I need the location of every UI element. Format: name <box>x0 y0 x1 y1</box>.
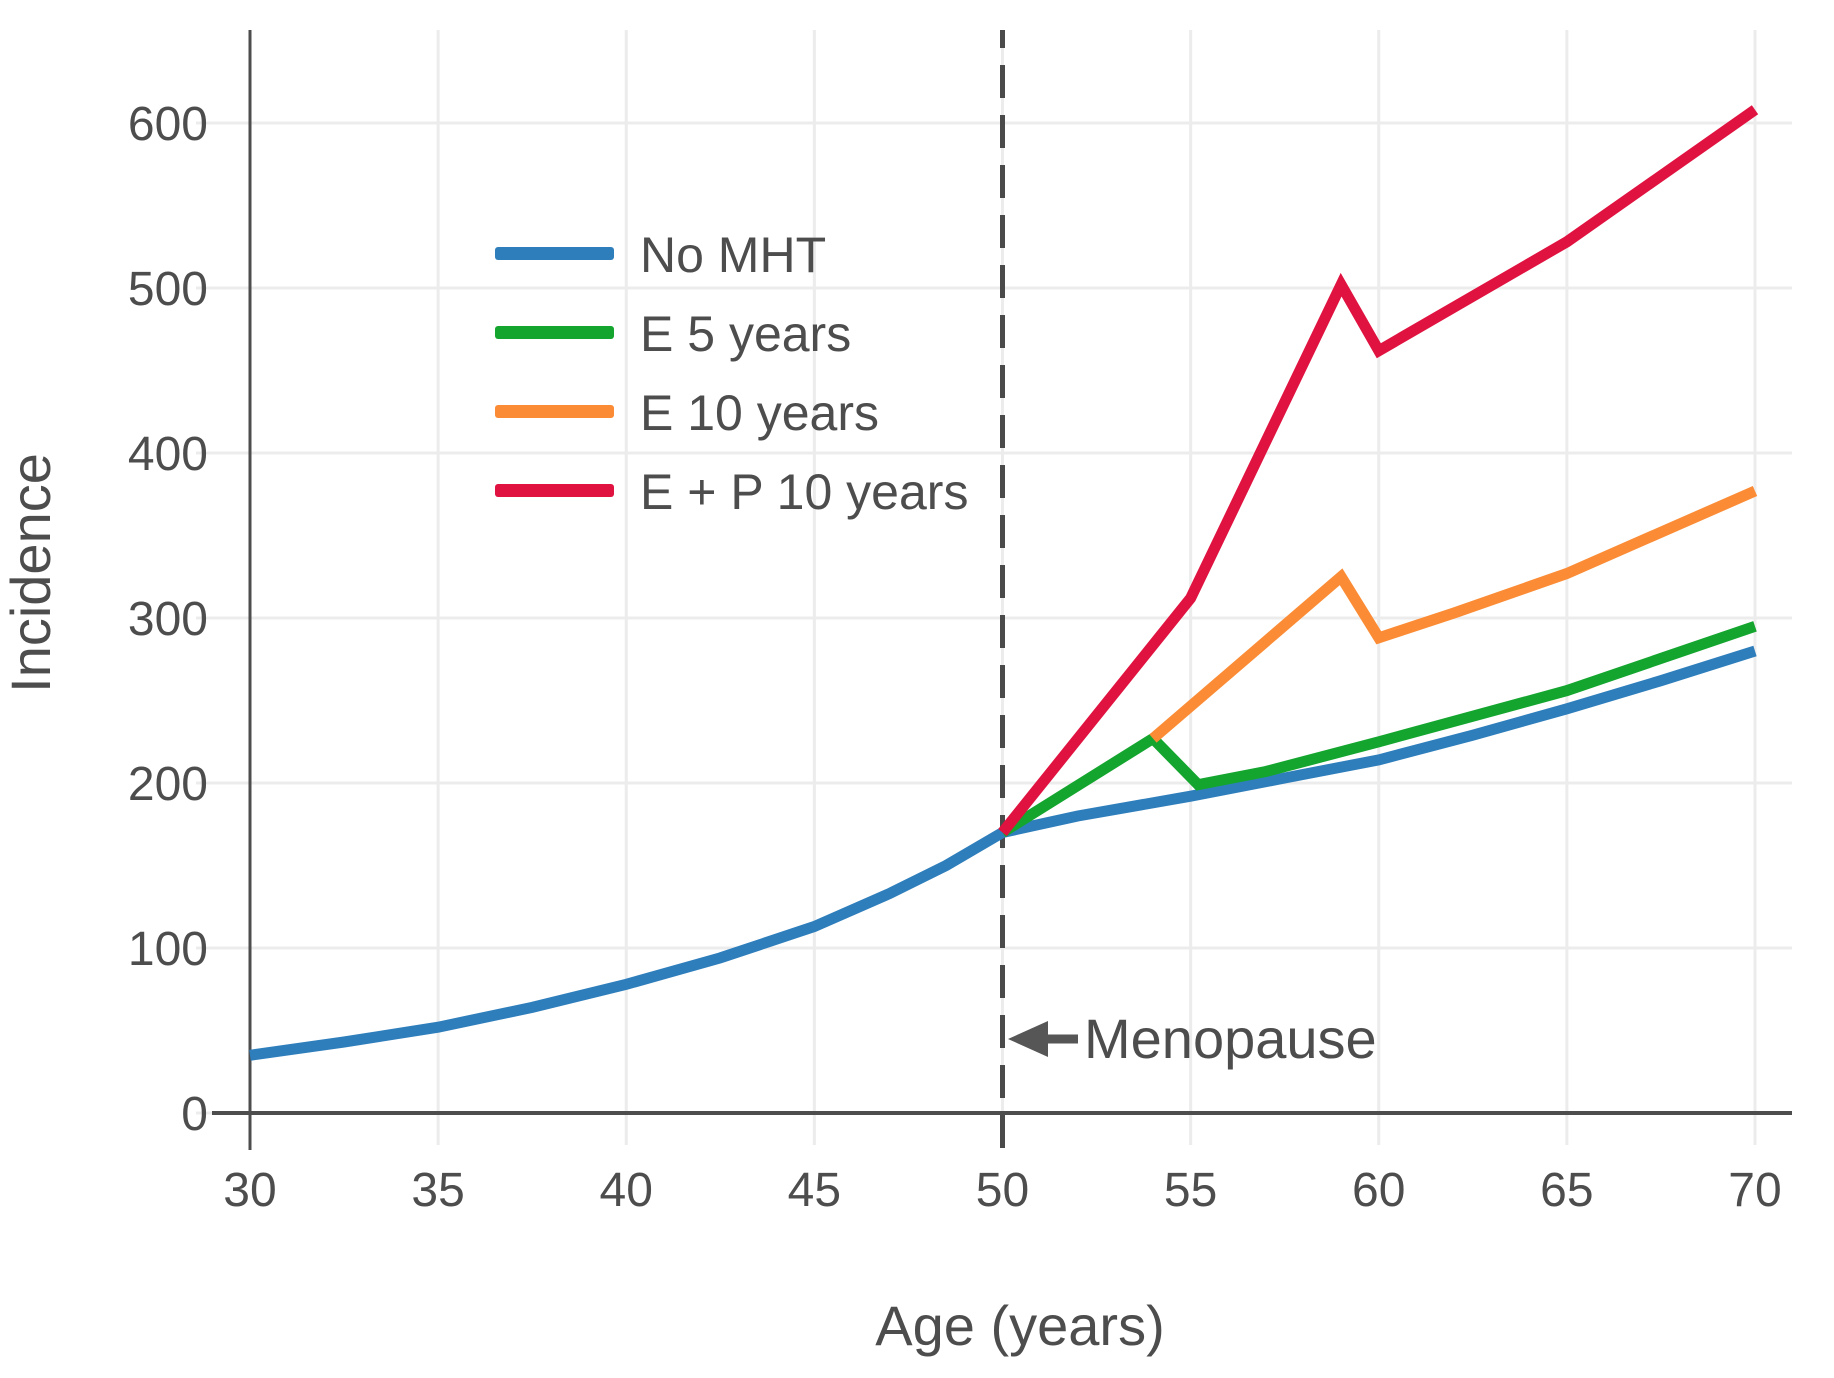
x-tick-label: 70 <box>1728 1164 1781 1217</box>
legend-label: E 5 years <box>640 306 851 362</box>
x-axis-title: Age (years) <box>875 1294 1164 1357</box>
tick-label-layer: 30 35 40 45 50 55 60 65 70 0 100 200 300 400 500 600 <box>128 98 1782 1217</box>
legend-label: No MHT <box>640 227 826 283</box>
series-line-e-p-10-years <box>998 105 1759 836</box>
y-tick-label: 0 <box>181 1088 208 1141</box>
menopause-label: Menopause <box>1084 1007 1377 1070</box>
x-tick-label: 60 <box>1352 1164 1405 1217</box>
y-tick-label: 500 <box>128 263 208 316</box>
x-tick-label: 45 <box>788 1164 841 1217</box>
series-layer <box>249 105 1759 1061</box>
legend-label: E + P 10 years <box>640 464 968 520</box>
menopause-arrow-icon <box>1008 1021 1048 1057</box>
legend-swatch <box>495 247 614 260</box>
x-tick-label: 35 <box>411 1164 464 1217</box>
axis-layer <box>212 30 1792 1150</box>
x-tick-label: 30 <box>223 1164 276 1217</box>
legend-swatch <box>495 405 614 418</box>
y-tick-label: 200 <box>128 758 208 811</box>
x-tick-label: 55 <box>1164 1164 1217 1217</box>
y-tick-label: 300 <box>128 593 208 646</box>
y-tick-label: 400 <box>128 428 208 481</box>
y-tick-label: 600 <box>128 98 208 151</box>
legend-swatch <box>495 484 614 497</box>
legend-label: E 10 years <box>640 385 879 441</box>
legend-swatch <box>495 326 614 339</box>
x-tick-label: 40 <box>600 1164 653 1217</box>
y-axis-title: Incidence <box>0 453 62 693</box>
y-tick-label: 100 <box>128 923 208 976</box>
gridline-layer <box>196 30 1792 1145</box>
series-line-no-mht <box>249 645 1757 1061</box>
series-line-e-10-years <box>1149 485 1758 743</box>
legend: No MHT E 5 years E 10 years E + P 10 years <box>495 227 968 520</box>
x-tick-label: 50 <box>976 1164 1029 1217</box>
menopause-annotation: Menopause <box>1008 1007 1377 1070</box>
x-tick-label: 65 <box>1540 1164 1593 1217</box>
